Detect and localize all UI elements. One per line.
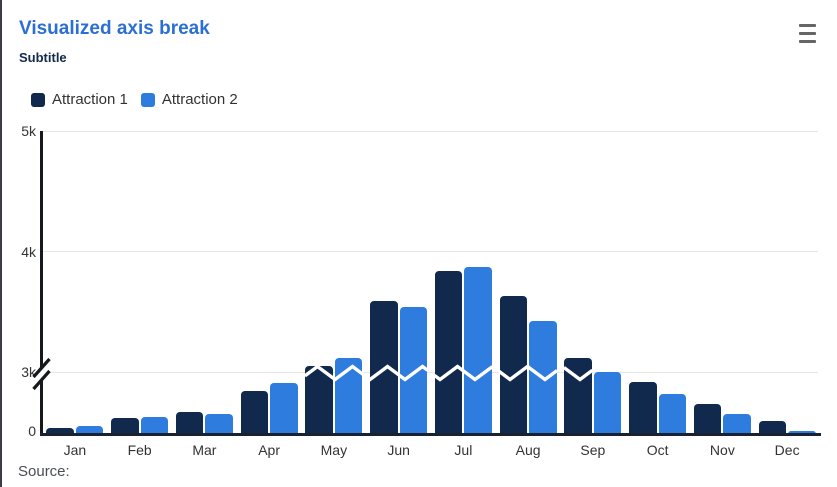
y-axis-label-3k: 3k [21, 364, 36, 380]
x-axis-label-mar: Mar [192, 442, 217, 458]
bar-attraction-2-jun[interactable] [399, 306, 428, 435]
y-axis-label-0: 0 [28, 423, 36, 440]
bar-attraction-1-aug[interactable] [499, 296, 528, 435]
legend-swatch-attraction-2 [140, 92, 155, 107]
source-credit: Source: [18, 463, 70, 480]
bar-attraction-1-feb[interactable] [111, 417, 139, 435]
bar-attraction-1-jun[interactable] [370, 300, 398, 435]
bar-attraction-1-may[interactable] [305, 365, 333, 435]
x-axis-label-jan: Jan [63, 442, 87, 458]
bar-attraction-1-mar[interactable] [175, 411, 204, 435]
bar-attraction-2-aug[interactable] [529, 321, 557, 435]
x-axis-label-feb: Feb [127, 442, 152, 458]
bar-attraction-1-sep[interactable] [564, 357, 592, 435]
bar-attraction-2-feb[interactable] [140, 416, 169, 435]
legend-swatch-attraction-1 [31, 92, 45, 107]
bar-attraction-2-jul[interactable] [464, 266, 492, 435]
bar-attraction-1-jan[interactable] [46, 428, 74, 435]
bar-attraction-2-mar[interactable] [205, 413, 233, 435]
gridline-4k [42, 251, 818, 252]
chart-legend: Attraction 1 Attraction 2 [31, 91, 238, 108]
gridline-3k [42, 371, 818, 373]
x-axis-label-jun: Jun [387, 442, 410, 458]
bar-attraction-2-sep[interactable] [593, 372, 622, 435]
x-axis-label-sep: Sep [580, 442, 606, 458]
legend-label: Attraction 1 [52, 91, 128, 108]
y-axis-label-5k: 5k [21, 123, 36, 139]
gridline-5k [42, 130, 818, 132]
x-axis-label-may: May [320, 442, 348, 458]
bar-attraction-1-apr[interactable] [240, 391, 269, 435]
bar-attraction-2-jan[interactable] [75, 425, 104, 435]
legend-label: Attraction 2 [161, 91, 238, 108]
bar-attraction-2-nov[interactable] [723, 414, 751, 435]
bar-attraction-1-jul[interactable] [434, 270, 463, 435]
x-axis-line [40, 433, 821, 436]
chart-title: Visualized axis break [19, 18, 210, 39]
y-axis-label-4k: 4k [21, 243, 36, 260]
bar-attraction-2-dec[interactable] [788, 431, 816, 435]
x-axis-label-oct: Oct [646, 442, 669, 458]
bar-attraction-1-dec[interactable] [758, 421, 787, 435]
y-axis-line [40, 131, 43, 437]
bar-attraction-2-oct[interactable] [658, 394, 687, 435]
bar-attraction-1-nov[interactable] [693, 404, 722, 435]
bar-attraction-1-oct[interactable] [629, 381, 657, 435]
frame-left-border [0, 0, 2, 487]
x-axis-label-jul: Jul [454, 442, 473, 458]
chart-context-menu-button[interactable] [794, 19, 821, 48]
bar-attraction-2-apr[interactable] [270, 383, 298, 435]
x-axis-label-dec: Dec [774, 442, 800, 458]
x-axis-label-nov: Nov [709, 442, 735, 458]
x-axis-label-aug: Aug [515, 442, 541, 458]
x-axis-label-apr: Apr [258, 442, 281, 458]
legend-item-attraction-1[interactable]: Attraction 1 [31, 91, 128, 108]
chart-subtitle: Subtitle [19, 50, 67, 65]
legend-item-attraction-2[interactable]: Attraction 2 [140, 91, 238, 108]
bar-attraction-2-may[interactable] [334, 357, 363, 435]
